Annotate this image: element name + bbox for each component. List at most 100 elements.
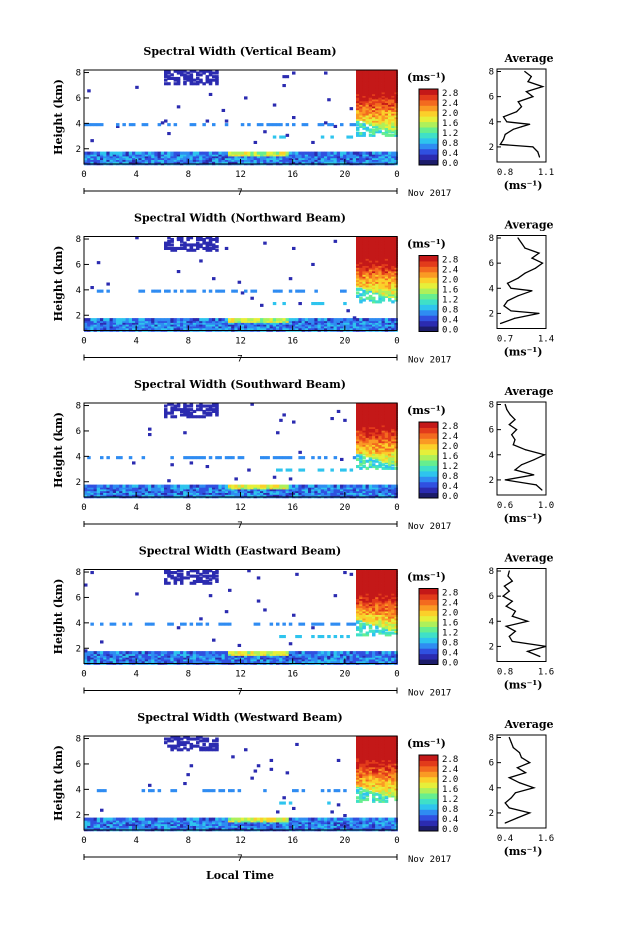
colorbar-swatch [419,266,438,273]
colorbar-swatch [419,298,438,305]
y-tick-label: 6 [76,760,81,770]
average-profile: Average 2 4 6 8 0.7 1.4(ms⁻¹) [489,219,555,359]
profile-point [524,70,526,73]
x-tick-label: 12 [235,337,246,347]
y-tick-label: 6 [76,94,81,104]
colorbar-swatch [419,481,438,488]
colorbar-swatch [419,637,438,644]
colorbar-tick-label: 2.0 [442,442,458,452]
profile-point [511,434,513,436]
profile-line [501,570,547,658]
profile-y-tick-label: 8 [489,234,494,244]
profile-point [506,408,508,411]
colorbar-swatch [419,599,438,606]
colorbar-tick-label: 0.0 [442,492,458,502]
colorbar-tick-label: 1.6 [442,119,458,129]
colorbar-swatch [419,121,438,128]
x-tick-label: 20 [339,836,350,846]
profile-x-tick-label: 1.4 [538,335,554,345]
y-axis-label: Height (km) [52,579,65,655]
x-tick-label: 16 [287,503,298,513]
profile-point [502,595,504,597]
colorbar-tick-label: 0.8 [442,139,458,149]
profile-point [514,630,517,632]
colorbar-swatch [419,814,438,821]
x-tick-label: 20 [339,503,350,513]
colorbar-tick-label: 1.6 [442,452,458,462]
x-tick-label: 0 [81,503,86,513]
y-tick-label: 4 [76,286,81,296]
profile-point [531,290,533,292]
colorbar-swatch [419,315,438,322]
colorbar-swatch [419,143,438,150]
profile-point [532,146,534,148]
profile-point [514,610,517,612]
profile-y-tick-label: 4 [489,284,494,294]
date-label: 7 [237,188,242,198]
profile-point [520,757,523,759]
panel-1: Spectral Width (Vertical Beam) Height (km… [52,45,554,199]
colorbar-swatch [419,487,438,494]
colorbar-swatch [419,465,438,472]
month-label: Nov 2017 [408,356,451,366]
colorbar-tick-label: 2.8 [442,256,458,266]
profile-point [506,300,509,302]
x-tick-label: 8 [186,337,191,347]
colorbar-swatch [419,127,438,133]
profile-y-tick-label: 6 [489,759,494,769]
x-tick-label: 0 [394,337,399,347]
y-tick-label: 8 [76,402,81,412]
colorbar-swatch [419,820,438,827]
colorbar-tick-label: 0.0 [442,659,458,669]
y-tick-label: 8 [76,735,81,745]
profile-point [518,782,521,784]
colorbar-swatch [419,470,438,477]
y-axis-label: Height (km) [52,246,65,322]
profile-point [504,479,506,481]
heatmap-cells [84,69,398,166]
profile-y-tick-label: 6 [489,93,494,103]
colorbar-swatch [419,105,438,112]
colorbar-swatch [419,776,438,783]
profile-y-tick-label: 8 [489,734,494,744]
colorbar-tick-label: 2.8 [442,422,458,432]
profile-point [508,590,510,592]
colorbar-swatch [419,449,438,456]
month-label: Nov 2017 [408,689,451,699]
profile-point [504,403,506,406]
profile-point [511,600,513,602]
profile-y-tick-label: 4 [489,118,494,128]
profile-point [499,322,502,325]
panel-title: Spectral Width (Southward Beam) [134,378,346,391]
colorbar-swatch [419,255,438,262]
profile-point [512,444,514,446]
colorbar [418,588,439,665]
profile-point [538,156,541,158]
profile-point [510,310,512,312]
profile-point [503,585,505,587]
panel-title: Spectral Width (Northward Beam) [134,212,346,225]
y-tick-label: 6 [76,260,81,270]
date-label: 7 [237,355,242,365]
profile-y-tick-label: 2 [489,809,494,819]
month-label: Nov 2017 [408,189,451,199]
colorbar-swatch [419,476,438,483]
x-tick-label: 4 [133,337,138,347]
average-profile: Average 2 4 6 8 0.4 1.6(ms⁻¹) [489,718,555,858]
x-tick-label: 12 [235,170,246,180]
x-tick-label: 20 [339,670,350,680]
panel-title: Spectral Width (Westward Beam) [137,711,342,724]
colorbar-swatch [419,765,438,772]
colorbar-swatch [419,443,438,450]
colorbar-tick-label: 0.0 [442,326,458,336]
profile-point [538,312,540,314]
profile-point [514,792,517,794]
y-axis-label: Height (km) [52,79,65,155]
colorbar-tick-label: 0.0 [442,159,458,169]
profile-point [524,247,526,249]
profile-frame [496,568,547,662]
profile-point [533,787,535,789]
profile-point [545,645,547,648]
x-tick-label: 0 [81,836,86,846]
x-tick-label: 4 [133,836,138,846]
